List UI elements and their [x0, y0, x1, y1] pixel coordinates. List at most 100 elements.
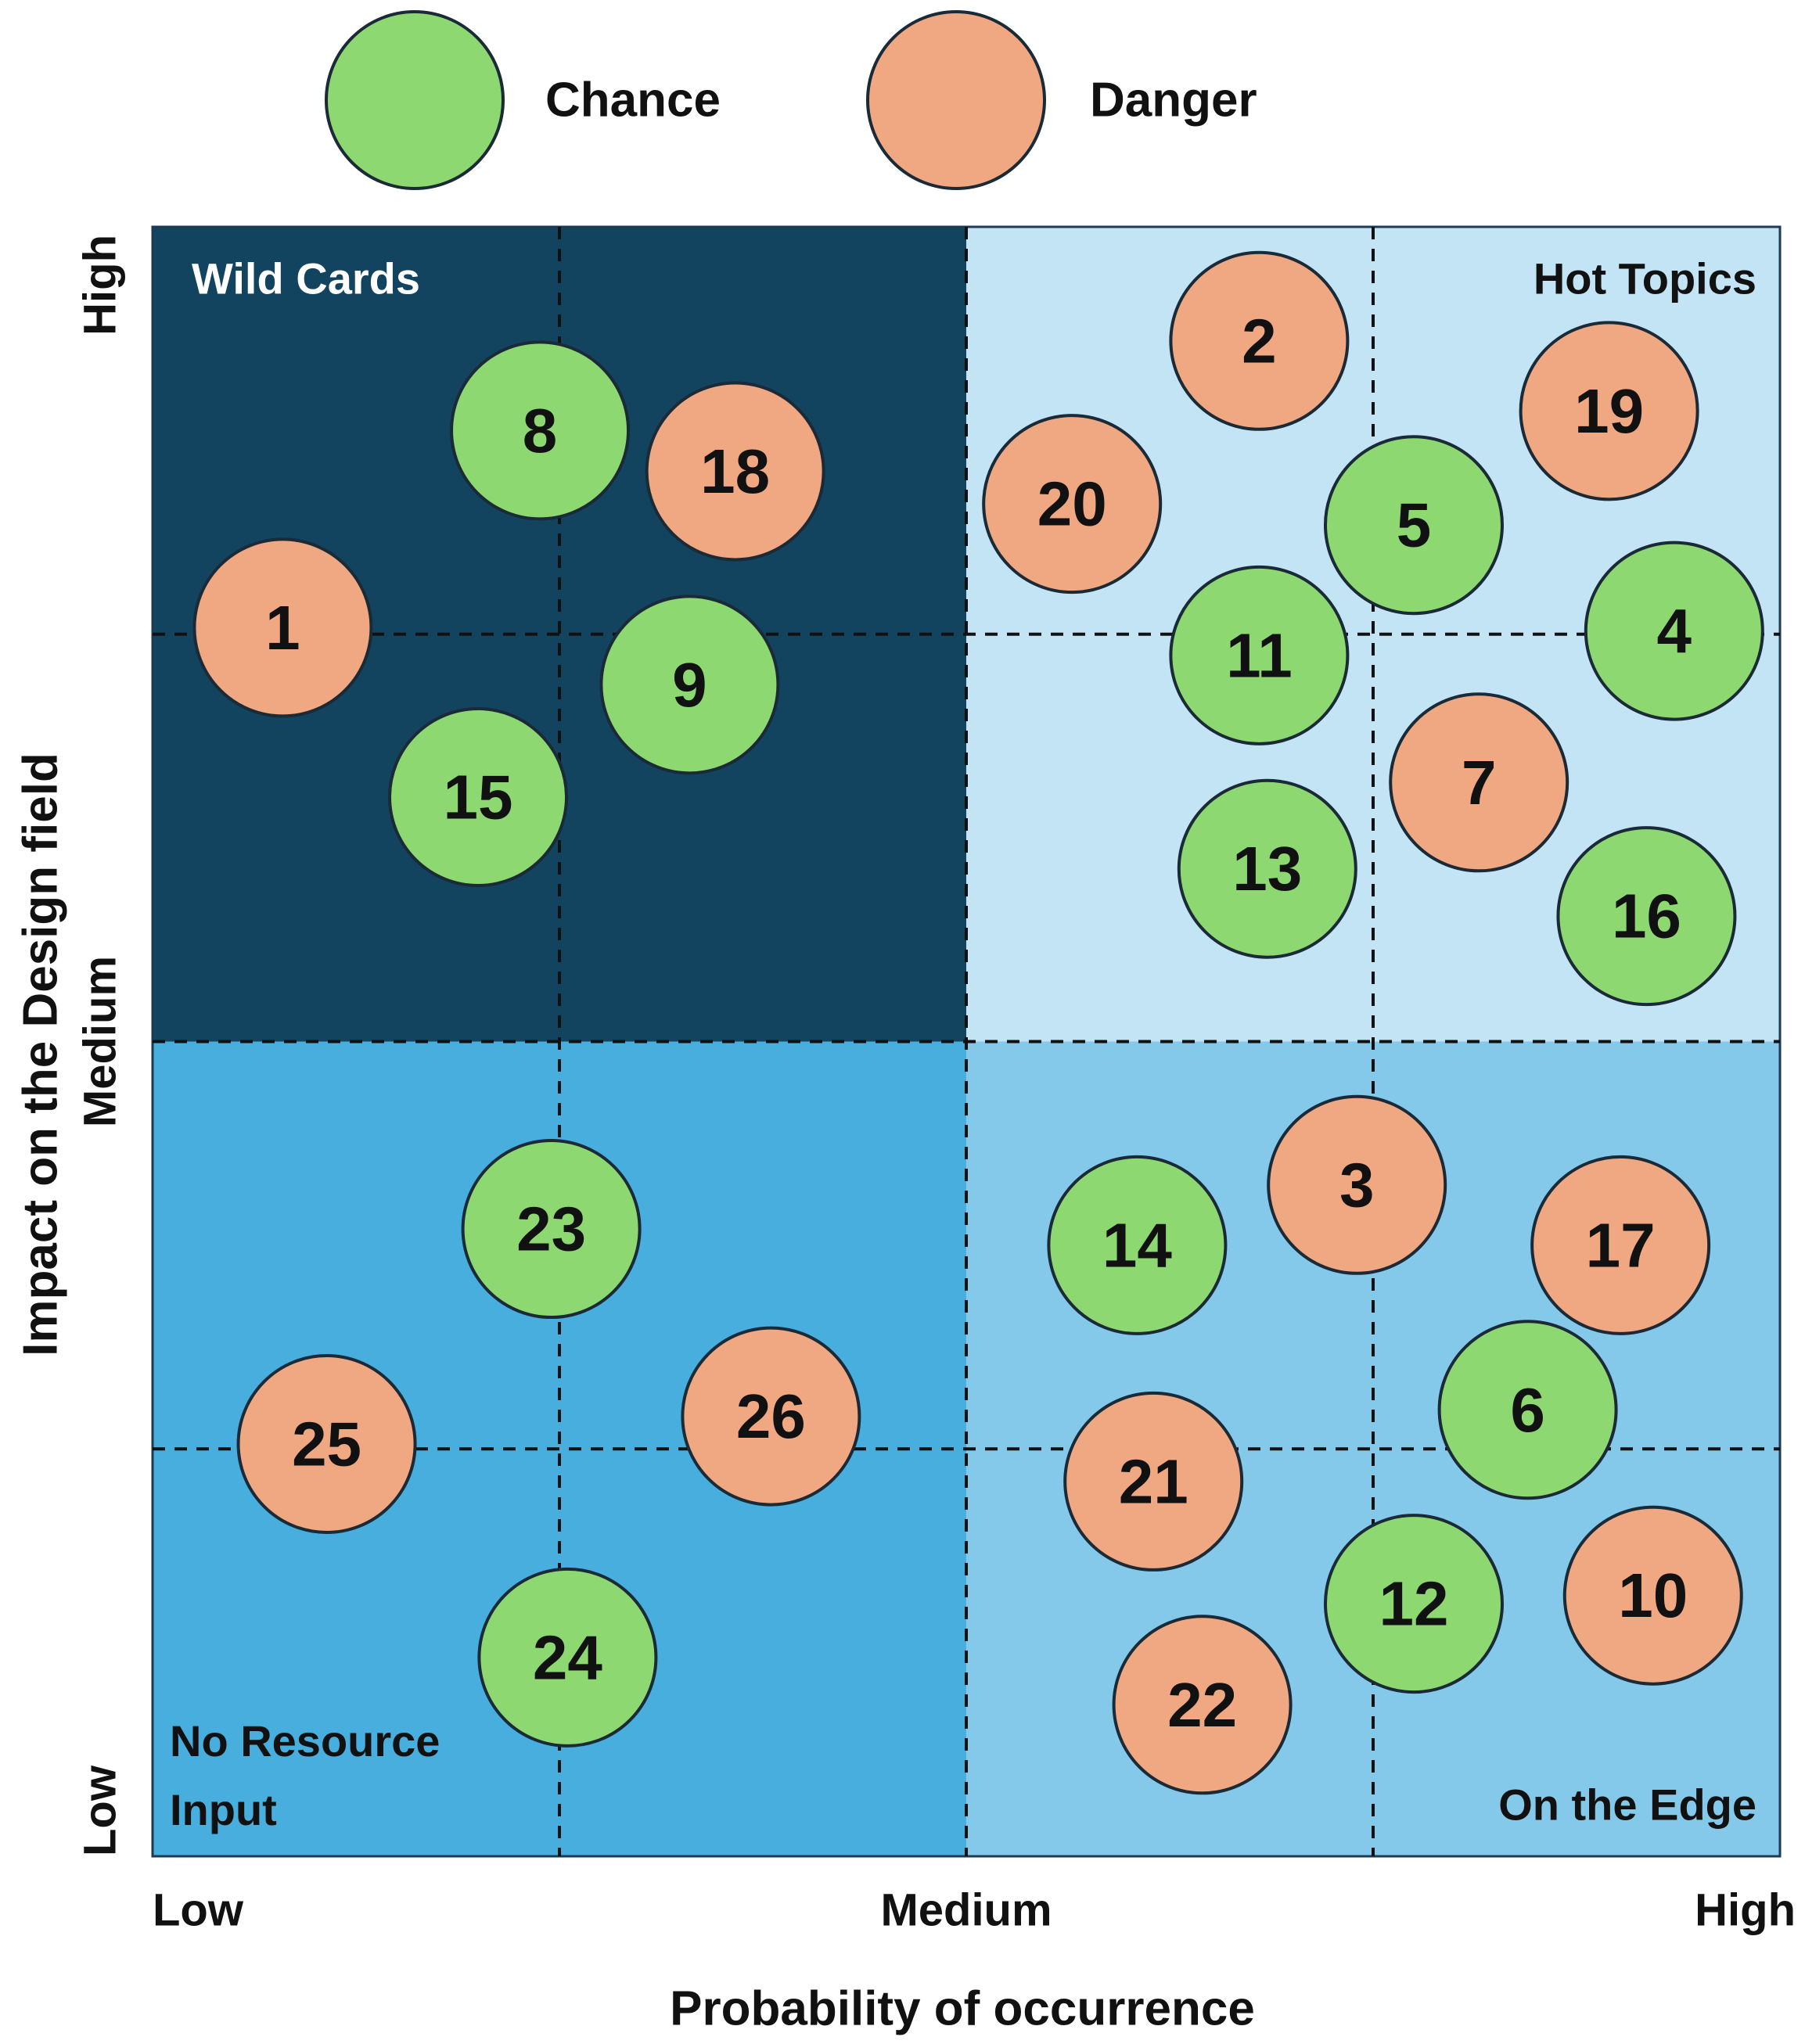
x-tick-label: High	[1695, 1885, 1796, 1936]
point-marker	[461, 1139, 642, 1320]
point-label: 20	[1037, 469, 1107, 539]
point-danger-10: 10	[1562, 1505, 1743, 1686]
point-marker	[1530, 1155, 1711, 1335]
y-tick-label: Medium	[75, 956, 126, 1127]
quadrant-labels: Wild Cards Hot Topics No Resource Input On t…	[170, 254, 1756, 1835]
point-label: 17	[1586, 1210, 1656, 1280]
quadrant-label-hot-topics: Hot Topics	[1534, 254, 1756, 304]
point-danger-22: 22	[1112, 1615, 1293, 1795]
point-marker	[1063, 1391, 1244, 1572]
point-marker	[192, 537, 373, 718]
point-chance-24: 24	[477, 1567, 658, 1748]
legend-swatch	[325, 10, 505, 190]
point-label: 3	[1339, 1150, 1375, 1220]
point-chance-12: 12	[1324, 1514, 1504, 1694]
x-tick-label: Low	[153, 1885, 244, 1936]
point-danger-3: 3	[1267, 1094, 1447, 1275]
point-marker	[236, 1354, 417, 1535]
point-label: 8	[523, 396, 558, 465]
point-label: 15	[444, 763, 513, 832]
axes: Low Medium High Low Medium High Probability of…	[14, 235, 1796, 2036]
point-label: 26	[736, 1381, 806, 1451]
quadrant-label-wild-cards: Wild Cards	[192, 254, 420, 304]
point-chance-15: 15	[388, 707, 568, 888]
point-label: 19	[1574, 376, 1644, 446]
point-chance-6: 6	[1437, 1320, 1618, 1500]
point-label: 5	[1397, 490, 1432, 560]
point-marker	[1169, 250, 1350, 431]
point-label: 11	[1226, 620, 1293, 690]
point-danger-1: 1	[192, 537, 373, 718]
point-chance-9: 9	[599, 595, 780, 775]
point-label: 9	[672, 650, 707, 720]
y-axis-title: Impact on the Design field	[14, 753, 68, 1356]
point-danger-20: 20	[982, 414, 1163, 595]
point-marker	[1556, 826, 1737, 1007]
point-marker	[1389, 692, 1569, 873]
point-marker	[982, 414, 1163, 595]
point-marker	[1324, 1514, 1504, 1694]
point-label: 7	[1462, 748, 1497, 817]
point-label: 13	[1232, 834, 1302, 903]
point-danger-25: 25	[236, 1354, 417, 1535]
point-chance-4: 4	[1584, 541, 1764, 721]
point-danger-19: 19	[1519, 321, 1699, 501]
point-marker	[450, 340, 631, 521]
point-label: 23	[516, 1194, 586, 1264]
point-chance-16: 16	[1556, 826, 1737, 1007]
legend: Chance Danger	[325, 10, 1257, 190]
quadrant-label-on-the-edge: On the Edge	[1498, 1780, 1756, 1830]
point-marker	[1177, 778, 1357, 959]
point-marker	[388, 707, 568, 888]
point-danger-26: 26	[681, 1326, 861, 1507]
point-marker	[681, 1326, 861, 1507]
point-danger-21: 21	[1063, 1391, 1244, 1572]
y-tick-label: Low	[75, 1765, 126, 1856]
point-label: 10	[1618, 1561, 1688, 1630]
legend-label: Chance	[545, 74, 721, 128]
point-label: 25	[292, 1410, 361, 1479]
x-axis-title: Probability of occurrence	[670, 1982, 1255, 2036]
point-label: 1	[265, 593, 300, 663]
point-marker	[1324, 435, 1504, 616]
point-danger-18: 18	[645, 381, 825, 562]
point-marker	[1267, 1094, 1447, 1275]
point-marker	[1562, 1505, 1743, 1686]
legend-label: Danger	[1090, 74, 1257, 128]
point-danger-7: 7	[1389, 692, 1569, 873]
point-marker	[1437, 1320, 1618, 1500]
point-chance-5: 5	[1324, 435, 1504, 616]
point-label: 14	[1102, 1210, 1172, 1280]
point-marker	[1584, 541, 1764, 721]
point-chance-14: 14	[1047, 1155, 1228, 1335]
point-chance-13: 13	[1177, 778, 1357, 959]
point-label: 2	[1242, 306, 1277, 375]
point-label: 12	[1379, 1569, 1449, 1639]
point-marker	[645, 381, 825, 562]
point-marker	[599, 595, 780, 775]
point-label: 16	[1612, 882, 1681, 951]
legend-item-chance: Chance	[325, 10, 721, 190]
point-danger-17: 17	[1530, 1155, 1711, 1335]
quadrant-label-no-resource-input: No Resource Input	[170, 1716, 440, 1834]
point-label: 21	[1119, 1446, 1188, 1516]
legend-swatch	[866, 10, 1046, 190]
point-label: 24	[533, 1622, 602, 1692]
point-label: 4	[1657, 596, 1692, 666]
point-label: 22	[1167, 1670, 1237, 1740]
point-label: 18	[700, 436, 770, 506]
x-tick-label: Medium	[880, 1885, 1052, 1936]
point-chance-8: 8	[450, 340, 631, 521]
point-marker	[1112, 1615, 1293, 1795]
point-chance-11: 11	[1169, 565, 1350, 745]
point-marker	[1047, 1155, 1228, 1335]
legend-item-danger: Danger	[866, 10, 1257, 190]
point-label: 6	[1510, 1375, 1545, 1445]
point-danger-2: 2	[1169, 250, 1350, 431]
point-marker	[1519, 321, 1699, 501]
y-tick-label: High	[75, 235, 126, 336]
point-marker	[477, 1567, 658, 1748]
point-marker	[1169, 565, 1350, 745]
